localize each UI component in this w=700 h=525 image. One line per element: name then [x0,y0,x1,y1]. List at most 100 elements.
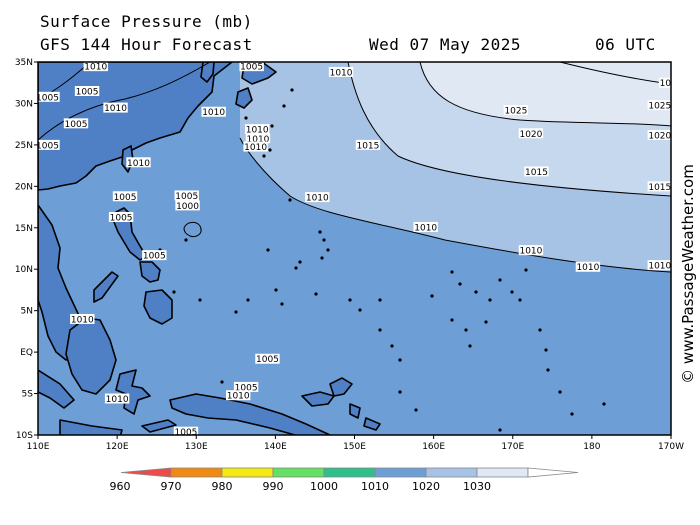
solomon-islands [363,417,381,431]
colorbar-tick-label: 1000 [310,480,338,493]
svg-text:1000: 1000 [176,202,199,212]
isobar-label: 1020 [647,129,671,141]
visayas-islands [139,261,161,283]
isobar-label: 1005 [38,91,60,103]
isobar-label: 1010 [328,66,354,78]
korea-peninsula [200,62,215,83]
isobar-label: 1010 [103,102,128,114]
svg-text:1015: 1015 [525,168,548,178]
lon-label: 170E [501,442,524,452]
colorbar-tick-label: 990 [263,480,284,493]
colorbar-tick-label: 960 [110,480,131,493]
lon-label: 170W [658,442,684,452]
isobar-label: 1015 [355,139,381,151]
lon-label: 110E [27,442,50,452]
svg-text:1010: 1010 [246,126,269,136]
isobar-label: 1010 [575,261,601,273]
svg-text:1005: 1005 [114,193,137,203]
svg-text:1010: 1010 [648,262,671,272]
isobar-label: 1010 [413,221,438,233]
svg-text:1010: 1010 [202,108,225,118]
svg-text:1010: 1010 [127,159,150,169]
lat-label: EQ [20,348,33,358]
java-island [59,419,123,435]
svg-text:10: 10 [660,79,672,89]
colorbar-swatch [425,467,478,478]
svg-text:1005: 1005 [143,252,166,262]
pressure-band-1025 [420,62,671,126]
svg-text:1010: 1010 [414,223,437,233]
colorbar-tick-label: 1010 [361,480,389,493]
isobar-label: 1005 [142,250,167,262]
isobar-label: 1025 [503,105,529,117]
isobar-1020-line [419,62,671,127]
svg-text:1005: 1005 [175,192,198,202]
lat-label: 20N [15,182,33,192]
colorbar-tick-label: 980 [212,480,233,493]
lat-label: 5N [21,307,33,317]
isobar-label: 1025 [647,100,671,112]
svg-text:1005: 1005 [65,120,88,130]
mindanao-island [143,289,173,325]
isobar-label: 1010 [244,124,270,136]
colorbar-swatch [374,467,427,478]
lat-label: 25N [15,141,33,151]
isobar-1015-line [347,62,671,197]
svg-text:1010: 1010 [330,68,353,78]
isobar-label: 1010 [104,393,130,405]
small-islands [158,88,606,432]
isobar-label: 1010 [126,157,151,169]
isobar-label: 1015 [647,181,671,193]
isobar-label: 1005 [108,212,134,224]
svg-text:1005: 1005 [235,383,258,393]
forecast-label: GFS 144 Hour Forecast [40,35,253,54]
bougainville-island [349,403,361,419]
new-guinea-island [169,393,331,435]
colorbar-swatch [272,467,325,478]
new-britain-island [301,391,335,407]
isobar-label: 1010 [243,141,268,153]
lon-label: 180 [583,442,600,452]
lon-label: 150E [343,442,366,452]
svg-text:1015: 1015 [648,183,671,193]
isobar-label: 1005 [112,191,138,203]
lon-label: 160E [422,442,445,452]
isobar-label: 1010 [70,313,95,325]
svg-text:1010: 1010 [576,263,599,273]
svg-text:1010: 1010 [519,247,542,257]
lon-label: 120E [106,442,129,452]
svg-text:1005: 1005 [256,355,279,365]
lat-label: 10N [15,265,33,275]
svg-text:1005: 1005 [175,428,198,438]
colorbar-tick-label: 1020 [412,480,440,493]
isobar-1010-west-line [38,62,211,141]
svg-text:1010: 1010 [227,392,250,402]
isobar-label: 1005 [74,86,100,98]
colorbar-swatch [323,467,376,478]
pressure-colorbar: 960 970 980 990 1000 1010 1020 1030 [110,467,579,493]
isobar-labels: 1010100510051010100510101010101010101010… [38,62,672,438]
svg-text:1010: 1010 [71,315,94,325]
svg-text:1020: 1020 [648,131,671,141]
isobar-label: 1020 [518,128,544,140]
colorbar-swatch [221,467,274,478]
svg-text:1005: 1005 [240,63,263,73]
new-ireland-island [329,377,353,397]
svg-text:1025: 1025 [504,107,527,117]
lon-label: 140E [264,442,287,452]
site-credit: © www.PassageWeather.com [679,164,697,384]
lon-label: 130E [185,442,208,452]
colorbar-swatch [170,467,223,478]
sulawesi-island [115,369,151,415]
isobar-label: 1010 [225,390,251,402]
svg-text:1005: 1005 [110,214,133,224]
svg-text:1010: 1010 [306,194,329,204]
timor-island [141,419,177,433]
colorbar-swatch [476,467,529,478]
map-title: Surface Pressure (mb) [40,12,253,31]
borneo-island [65,317,117,395]
isobar-label: 10 [658,77,672,89]
isobar-label: 1010 [83,62,108,73]
